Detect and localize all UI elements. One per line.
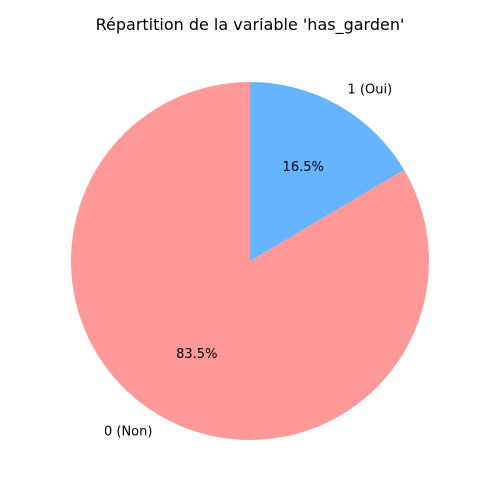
slice-label-0: 0 (Non) <box>104 425 152 440</box>
pie-slices <box>70 82 429 440</box>
slice-percent-1: 16.5% <box>283 160 324 175</box>
pie-slice-0 <box>70 82 429 440</box>
chart-title: Répartition de la variable 'has_garden' <box>96 15 405 35</box>
slice-percent-0: 83.5% <box>176 347 217 362</box>
pie-labels: 0 (Non) 83.5% 1 (Oui) 16.5% <box>104 82 392 439</box>
slice-label-1: 1 (Oui) <box>348 82 393 97</box>
pie-slice-1 <box>250 82 405 261</box>
